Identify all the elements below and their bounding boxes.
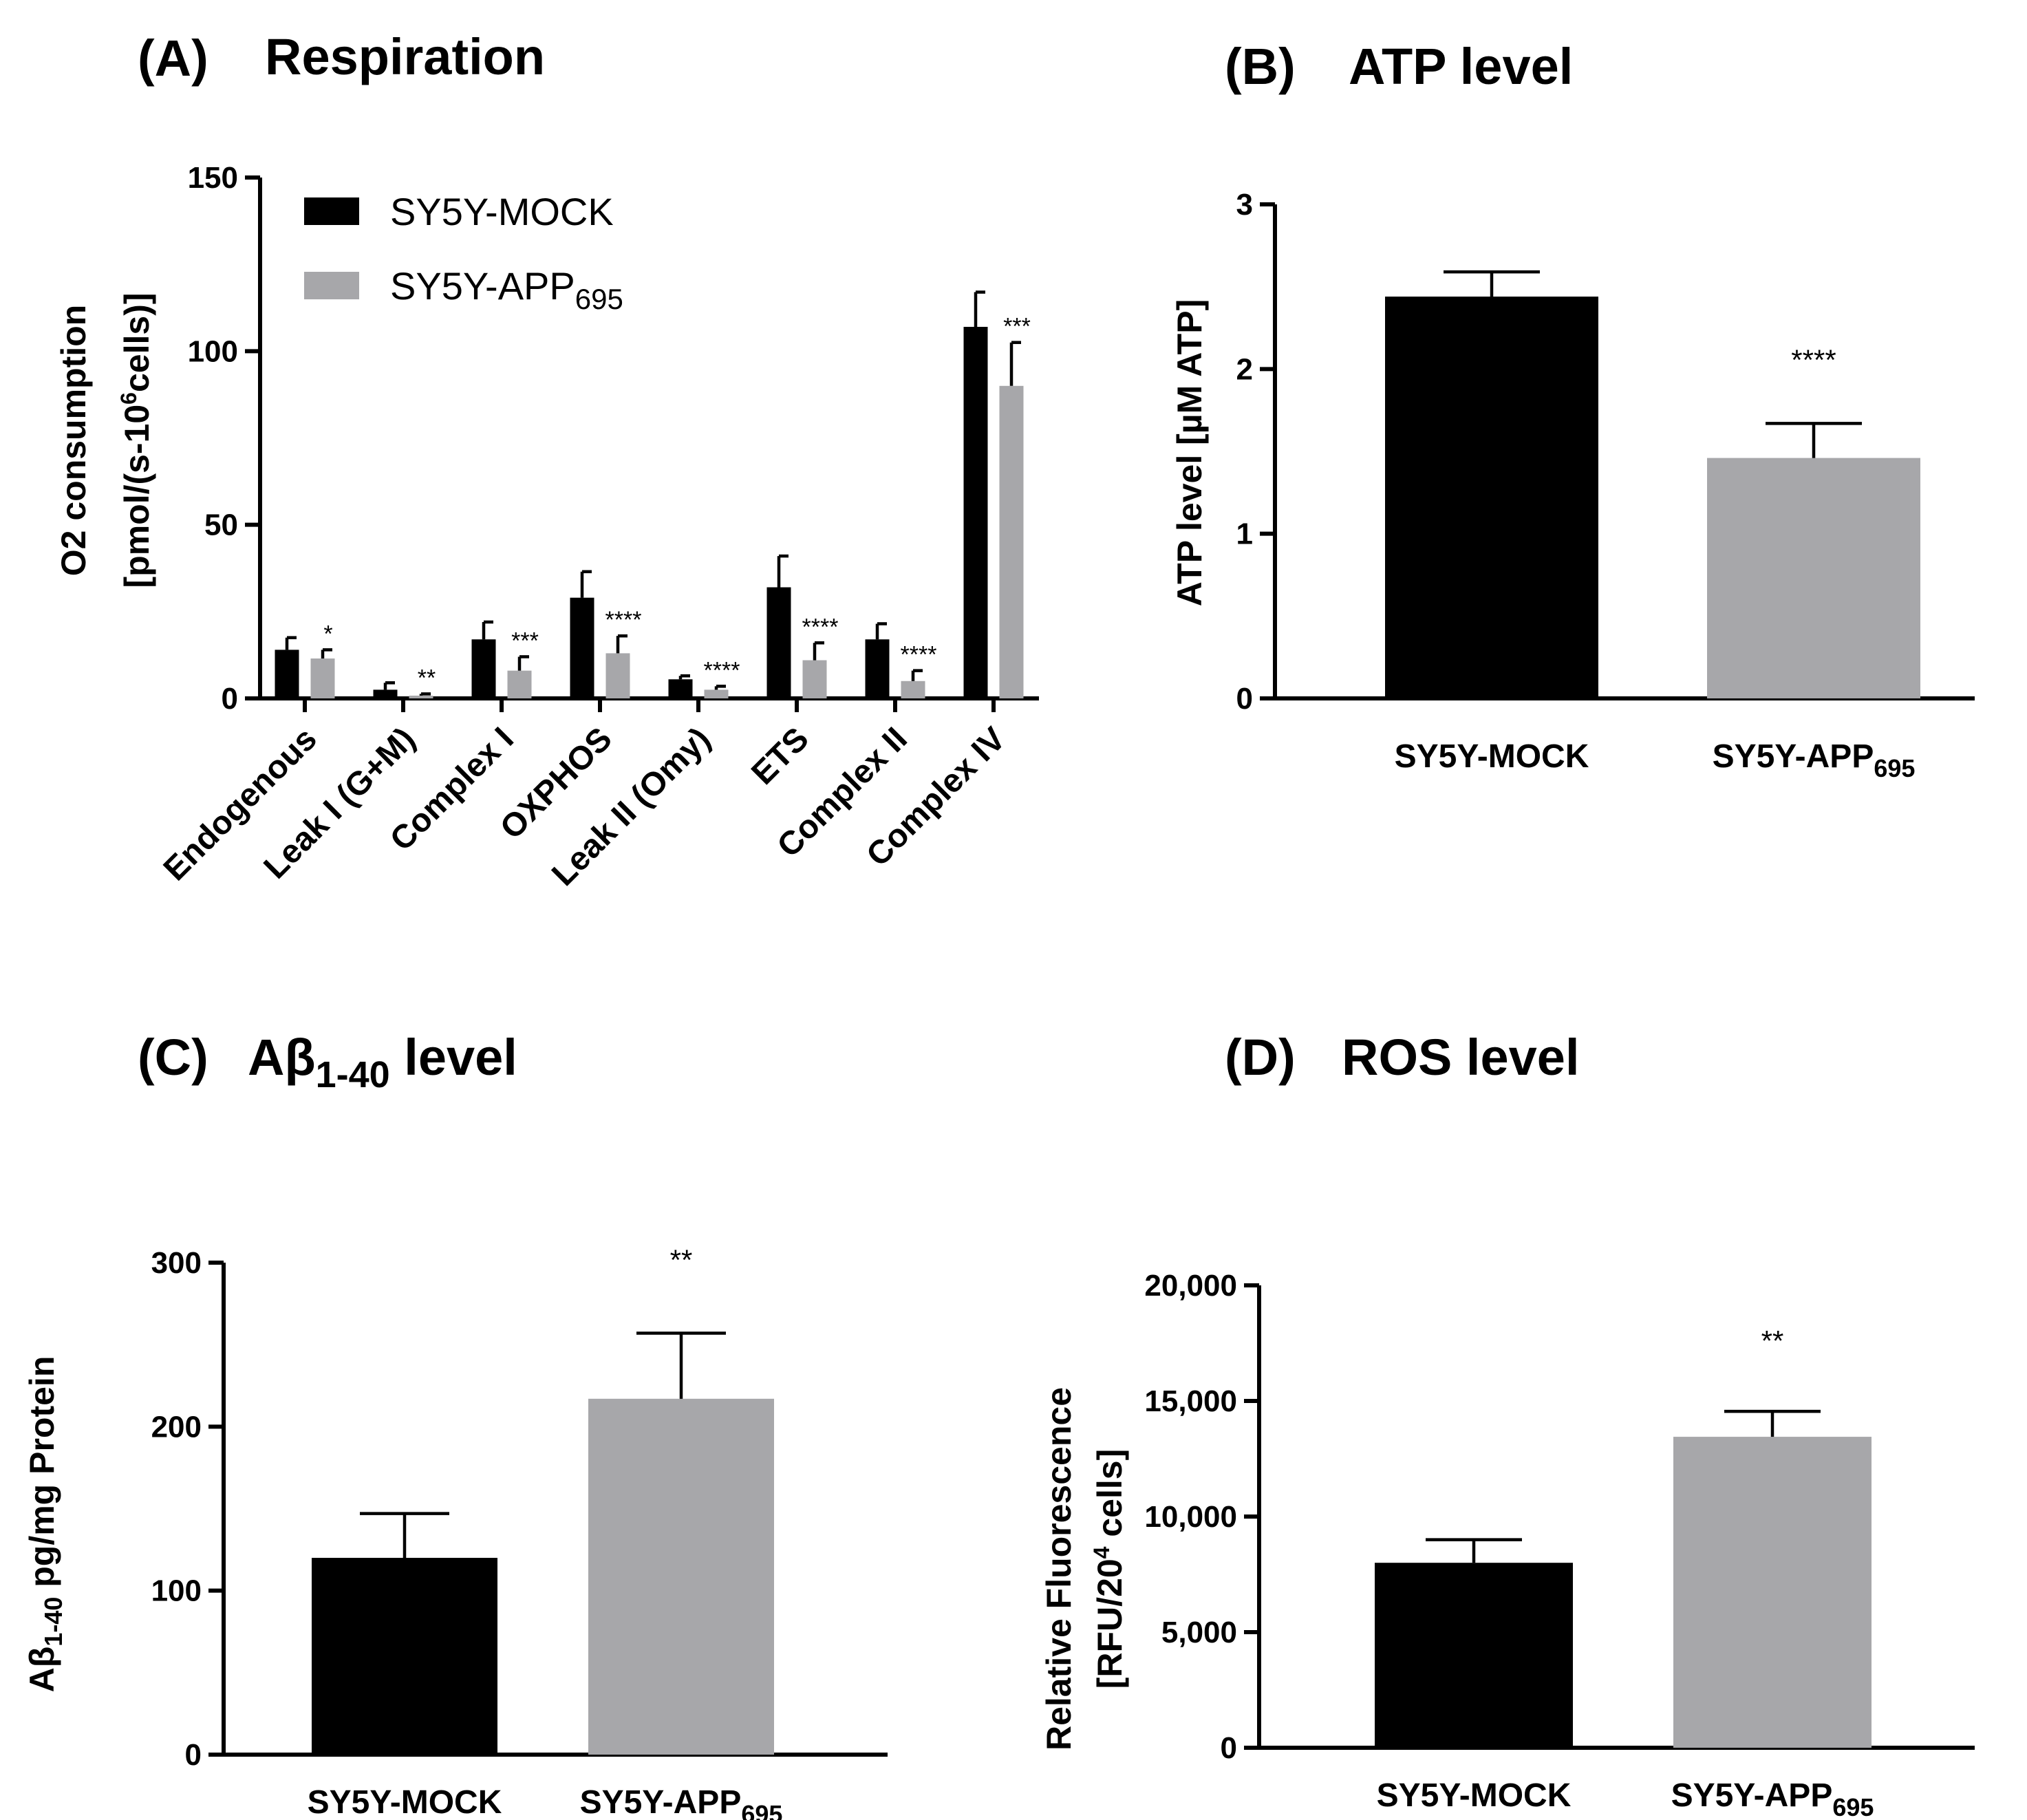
panel-a: (A) Respiration 050100150*Endogenous**Le… [54,28,1039,893]
significance-label: **** [1791,343,1836,376]
significance-label: ** [418,665,436,691]
x-category-label: SY5Y-MOCK [1377,1777,1572,1814]
bar [1375,1563,1573,1748]
bar [766,587,791,698]
bar [1385,297,1598,698]
panel-b-plot: 0 1 2 3 SY5Y-MOCK **** SY5Y-APP695 [1236,188,1975,782]
bar [1707,458,1920,698]
x-category-label: SY5Y-MOCK [308,1784,502,1820]
panel-c-y-tick-label: 200 [151,1410,202,1444]
panel-b-y-tick-label: 2 [1236,352,1253,386]
significance-label: **** [704,657,740,683]
panel-c-ylabel: Aβ1-40 pg/mg Protein [23,1356,67,1693]
panel-d-y-tick-label: 10,000 [1144,1500,1237,1534]
bar [588,1398,774,1755]
panel-c-title: Aβ1-40 level [248,1029,517,1095]
panel-b-title: ATP level [1349,38,1573,95]
significance-label: ** [670,1243,693,1276]
panel-d-ylabel-line2: [RFU/204 cells] [1089,1449,1129,1689]
panel-b: (B) ATP level 0 1 2 3 SY5Y-MOCK **** SY5Y-APP6… [1170,38,1975,782]
significance-label: **** [802,614,839,640]
significance-label: *** [511,628,539,654]
bar [312,1558,497,1755]
bar [570,597,594,698]
legend-label-app: SY5Y-APP695 [390,264,623,315]
panel-d-y-tick-label: 15,000 [1144,1384,1237,1418]
panel-b-y-tick-label: 1 [1236,517,1253,551]
panel-d-label: (D) [1225,1029,1296,1086]
x-category-label: SY5Y-MOCK [1395,738,1589,775]
panel-d-y-tick-label: 5,000 [1161,1616,1237,1649]
panel-a-ylabel-line2: [pmol/(s-106cells)] [116,292,156,588]
panel-a-y-tick-label: 100 [188,334,238,368]
panel-a-ylabel-line1: O2 consumption [54,305,93,576]
x-category-label: SY5Y-APP695 [1671,1777,1874,1820]
panel-d-ylabel-line1: Relative Fluorescence [1040,1387,1078,1751]
panel-b-y-tick-label: 3 [1236,188,1253,222]
bar [802,660,827,698]
legend-swatch-mock [304,197,359,225]
bar [409,695,433,698]
significance-label: **** [605,607,642,633]
panel-d-y-tick-label: 0 [1221,1731,1237,1765]
bar [901,681,925,698]
significance-label: **** [901,642,937,668]
panel-d: (D) ROS level 0 5,000 10,000 15,000 20,000 SY… [1040,1029,1975,1820]
panel-c-y-tick-label: 300 [151,1246,202,1280]
panel-a-label: (A) [138,30,208,87]
significance-label: * [323,621,332,647]
bar [668,679,693,698]
panel-a-title: Respiration [265,28,545,85]
panel-d-title: ROS level [1342,1029,1580,1086]
panel-c: (C) Aβ1-40 level 0 100 200 300 SY5Y-MOCK ** SY… [23,1029,888,1820]
bar [605,653,630,698]
legend-label-mock: SY5Y-MOCK [390,190,614,233]
bar [704,689,729,698]
panel-c-y-tick-label: 0 [185,1738,202,1772]
bar [507,670,532,698]
significance-label: *** [1003,314,1031,340]
significance-label: ** [1761,1325,1784,1357]
panel-c-y-tick-label: 100 [151,1574,202,1608]
panel-b-label: (B) [1225,38,1296,95]
panel-a-y-tick-label: 150 [188,161,238,195]
bar [373,689,398,698]
panel-b-ylabel: ATP level [µM ATP] [1170,299,1209,606]
legend: SY5Y-MOCK SY5Y-APP695 [304,190,623,315]
panel-a-y-tick-label: 0 [222,682,238,716]
bar [275,650,299,698]
bar [310,658,335,698]
x-category-label: SY5Y-APP695 [1713,738,1916,782]
panel-c-label: (C) [138,1029,208,1086]
panel-d-y-tick-label: 20,000 [1144,1269,1237,1303]
panel-b-y-tick-label: 0 [1236,682,1253,716]
legend-swatch-app [304,272,359,299]
panel-c-plot: 0 100 200 300 SY5Y-MOCK ** SY5Y-APP695 [151,1243,888,1820]
x-category-label: ETS [744,720,815,791]
bar [963,327,988,698]
x-category-label: SY5Y-APP695 [580,1784,783,1820]
bar [999,385,1024,698]
bar [471,639,496,698]
panel-a-y-tick-label: 50 [204,508,238,542]
bar [1673,1437,1872,1748]
panel-d-plot: 0 5,000 10,000 15,000 20,000 SY5Y-MOCK ** SY5Y-… [1144,1269,1975,1820]
bar [865,639,890,698]
